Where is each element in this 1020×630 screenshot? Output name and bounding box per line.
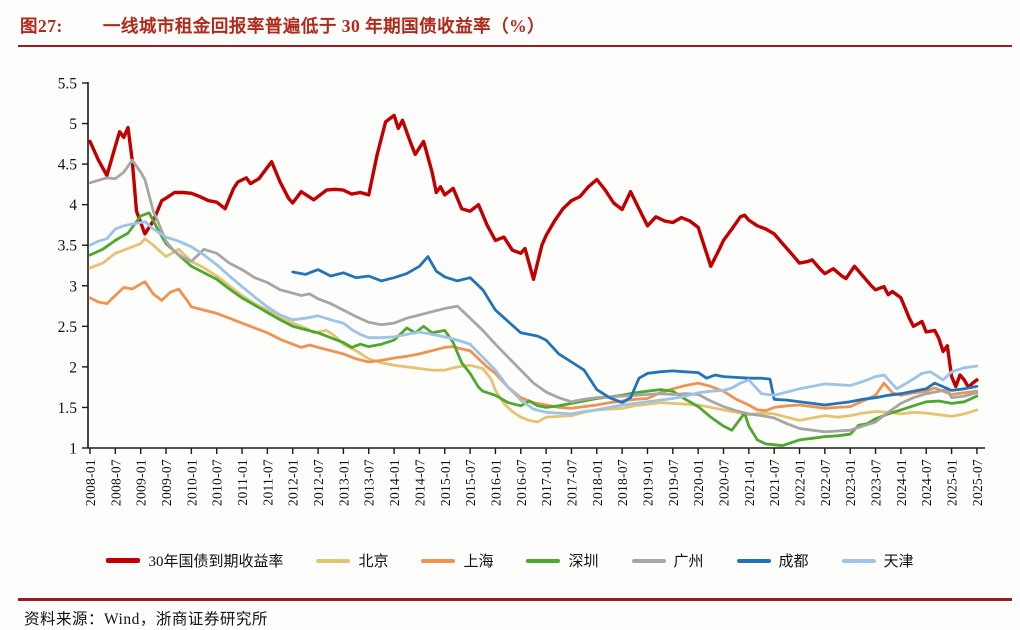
legend-swatch-tianjin [841,558,876,563]
x-tick-label: 2017-07 [564,459,579,506]
source-note: 资料来源：Wind，浙商证券研究所 [24,611,268,628]
figure-label: 图27: [20,16,63,36]
series-line-shenzhen [88,211,979,448]
x-tick-label: 2017-01 [539,459,554,506]
x-tick-label: 2022-01 [793,459,808,506]
series-line-treasury-30y [88,113,979,389]
x-tick-label: 2021-07 [767,459,782,506]
x-tick-label: 2009-07 [159,459,174,506]
y-tick-label: 1.5 [58,400,78,417]
y-tick-label: 3.5 [58,238,78,255]
x-tick-label: 2008-01 [83,459,98,506]
x-tick-label: 2010-07 [210,459,225,506]
x-tick-label: 2018-07 [615,459,630,506]
legend-item-treasury-30y: 30年国债到期收益率 [106,550,283,571]
x-tick-label: 2020-07 [717,459,732,506]
legend-item-chengdu: 成都 [736,550,809,571]
y-tick-label: 2.5 [58,319,78,336]
figure-header: 图27: 一线城市租金回报率普遍低于 30 年期国债收益率（%） [20,13,1010,38]
x-tick-label: 2015-07 [463,459,478,506]
legend-label-beijing: 北京 [358,554,389,570]
legend-item-guangzhou: 广州 [631,550,704,571]
x-tick-label: 2015-01 [438,459,453,506]
y-tick-label: 5.5 [58,76,78,93]
series-line-guangzhou [88,158,979,434]
x-tick-label: 2008-07 [108,459,123,506]
footer-rule [18,598,1012,601]
x-tick-label: 2024-07 [919,459,934,506]
legend-item-shenzhen: 深圳 [526,550,599,571]
legend-item-shanghai: 上海 [421,550,493,571]
y-tick-label: 4.5 [58,157,78,174]
legend-swatch-guangzhou [631,558,666,563]
x-tick-label: 2009-01 [134,459,149,506]
x-tick-label: 2025-01 [945,459,960,506]
legend-item-tianjin: 天津 [841,550,914,571]
series-line-beijing [88,237,979,424]
y-tick-label: 2 [69,359,77,376]
x-tick-label: 2025-07 [970,459,985,506]
x-tick-label: 2011-07 [260,459,275,506]
x-tick-label: 2018-01 [590,459,605,506]
legend-swatch-shenzhen [526,558,561,563]
x-tick-label: 2024-01 [894,459,909,506]
x-tick-label: 2023-01 [843,459,858,506]
x-tick-label: 2020-01 [691,459,706,506]
y-tick-label: 5 [69,116,77,133]
series-line-chengdu [291,255,979,407]
x-tick-label: 2022-07 [818,459,833,506]
y-tick-label: 4 [69,197,77,214]
legend-label-chengdu: 成都 [778,554,809,570]
x-tick-label: 2013-01 [336,459,351,506]
x-tick-label: 2016-01 [488,459,503,506]
x-tick-label: 2012-01 [286,459,301,506]
title-rule [18,45,1012,47]
legend-swatch-beijing [316,558,351,563]
series-line-shanghai [88,280,979,413]
legend-label-shanghai: 上海 [463,554,494,570]
y-tick-label: 1 [69,441,77,458]
figure-title: 一线城市租金回报率普遍低于 30 年期国债收益率（%） [102,16,546,36]
x-tick-label: 2012-07 [311,459,326,506]
legend-label-treasury-30y: 30年国债到期收益率 [148,554,284,570]
legend-swatch-treasury-30y [106,558,141,563]
x-tick-label: 2019-01 [640,459,655,506]
x-tick-label: 2014-07 [412,459,427,506]
legend-swatch-shanghai [421,558,456,563]
legend-item-beijing: 北京 [316,550,388,571]
x-tick-label: 2016-07 [514,459,529,506]
x-tick-label: 2019-07 [666,459,681,506]
legend-swatch-chengdu [736,558,771,563]
x-tick-label: 2011-01 [235,459,250,506]
x-tick-label: 2013-07 [362,459,377,506]
x-tick-label: 2023-07 [869,459,884,506]
chart-legend: 30年国债到期收益率 北京 上海 深圳 广州 成都 天津 [0,550,1020,571]
y-tick-label: 3 [69,278,77,295]
x-tick-label: 2021-01 [742,459,757,506]
x-tick-label: 2014-01 [387,459,402,506]
legend-label-tianjin: 天津 [883,554,914,570]
series-line-tianjin [88,220,979,416]
legend-label-shenzhen: 深圳 [568,554,599,570]
x-tick-label: 2010-01 [184,459,199,506]
legend-label-guangzhou: 广州 [673,554,704,570]
